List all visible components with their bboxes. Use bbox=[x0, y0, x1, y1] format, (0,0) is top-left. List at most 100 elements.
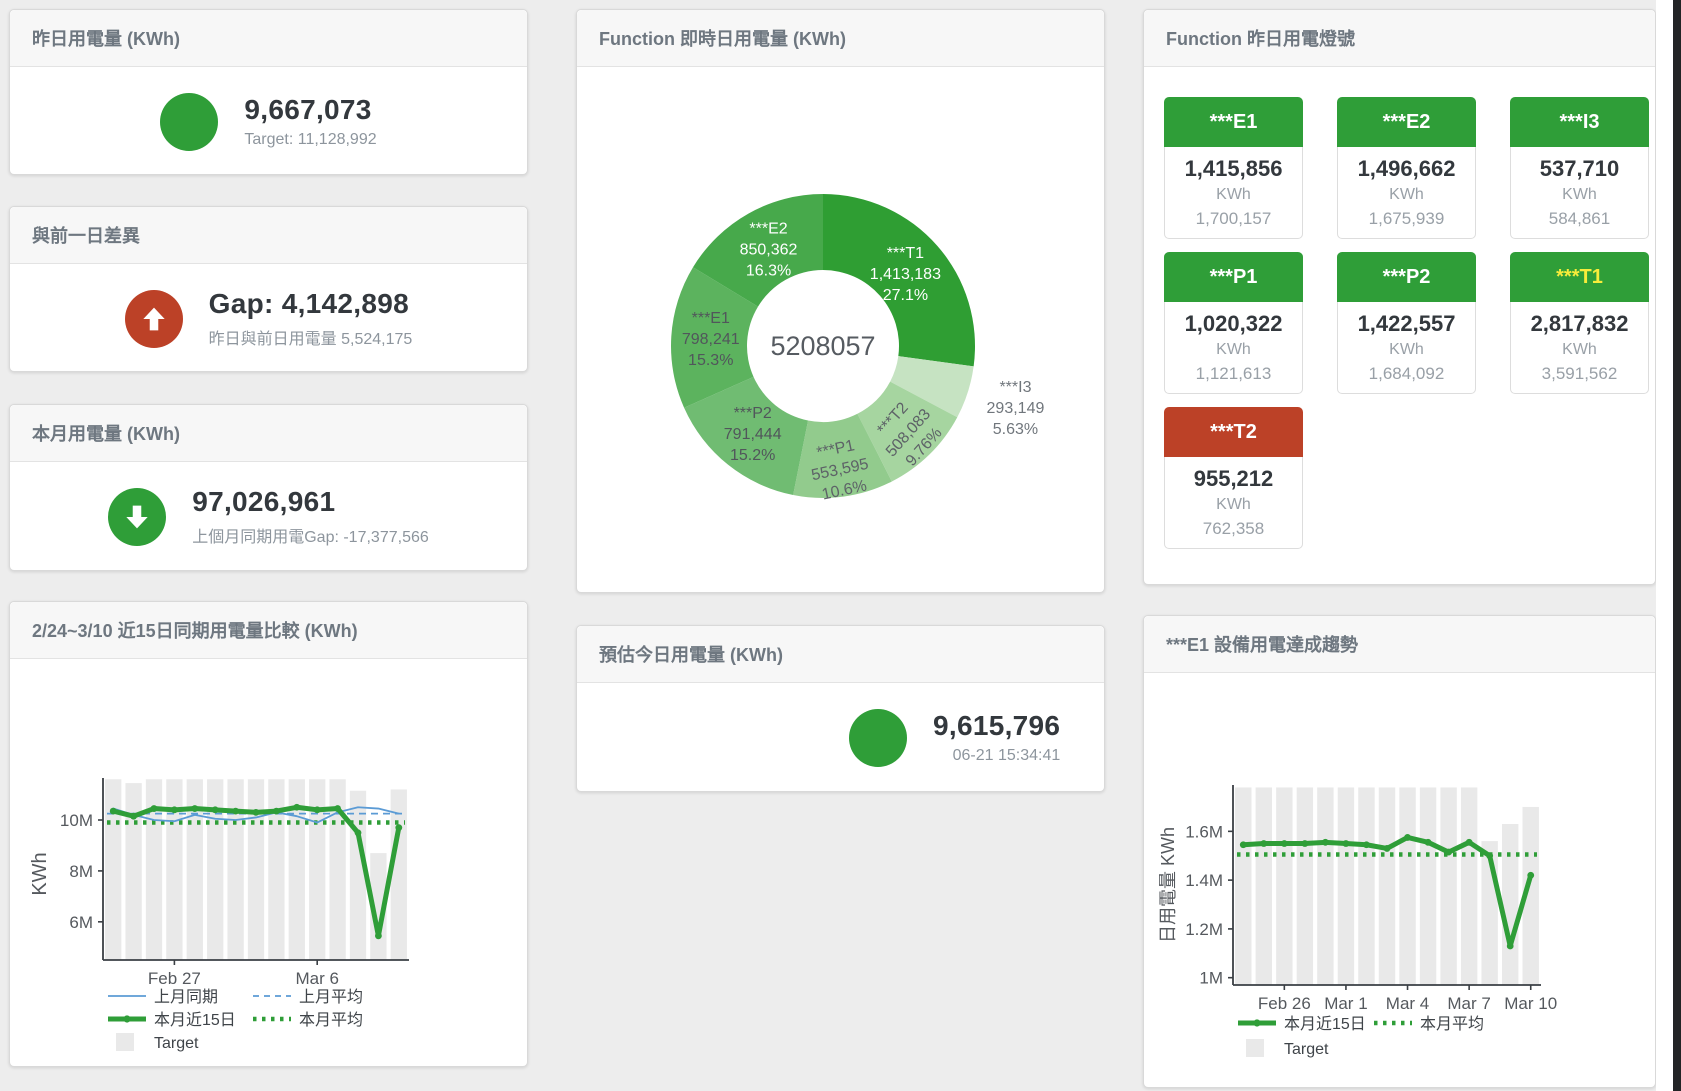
device-tile-body: 1,415,856 KWh 1,700,157 bbox=[1164, 147, 1303, 239]
svg-text:791,444: 791,444 bbox=[724, 426, 782, 443]
card-gap-prev-day: 與前一日差異 Gap: 4,142,898 昨日與前日用電量 5,524,175 bbox=[9, 206, 528, 372]
svg-text:10M: 10M bbox=[60, 811, 93, 830]
card-header: Function 昨日用電燈號 bbox=[1144, 10, 1655, 67]
device-tile-unit: KWh bbox=[1562, 186, 1597, 203]
card-title: 與前一日差異 bbox=[32, 226, 140, 246]
svg-text:16.3%: 16.3% bbox=[746, 262, 791, 279]
svg-text:1.4M: 1.4M bbox=[1185, 871, 1223, 890]
device-tile: ***P1 1,020,322 KWh 1,121,613 bbox=[1164, 252, 1303, 394]
card-yesterday-usage: 昨日用電量 (KWh) 9,667,073 Target: 11,128,992 bbox=[9, 9, 528, 175]
svg-text:293,149: 293,149 bbox=[987, 400, 1045, 417]
svg-text:1.2M: 1.2M bbox=[1185, 920, 1223, 939]
svg-text:KWh: KWh bbox=[29, 852, 51, 895]
svg-text:日用電量 KWh: 日用電量 KWh bbox=[1158, 827, 1178, 943]
stat-value: Gap: 4,142,898 bbox=[208, 288, 409, 319]
device-tile-label: ***T1 bbox=[1510, 252, 1649, 302]
device-tile-grid: ***E1 1,415,856 KWh 1,700,157 ***E2 1,496,662… bbox=[1144, 67, 1655, 549]
arrow-down-icon bbox=[108, 487, 167, 546]
card-device-lights: Function 昨日用電燈號 ***E1 1,415,856 KWh 1,700,1… bbox=[1143, 9, 1656, 585]
stat-sub: 昨日與前日用電量 5,524,175 bbox=[208, 331, 413, 348]
card-title: 2/24~3/10 近15日同期用電量比較 (KWh) bbox=[32, 621, 358, 641]
svg-text:1,413,183: 1,413,183 bbox=[870, 266, 941, 283]
stat-text: 9,667,073 Target: 11,128,992 bbox=[244, 94, 376, 149]
stat-text: Gap: 4,142,898 昨日與前日用電量 5,524,175 bbox=[209, 288, 413, 349]
svg-text:Target: Target bbox=[154, 1035, 199, 1052]
donut-chart: ***T11,413,18327.1%***I3293,1495.63%***T… bbox=[671, 194, 1045, 504]
svg-text:5.63%: 5.63% bbox=[993, 421, 1038, 438]
device-tile-value: 537,710 bbox=[1539, 156, 1620, 181]
device-tile-value: 1,496,662 bbox=[1357, 156, 1456, 181]
device-tile-label: ***E2 bbox=[1337, 97, 1476, 147]
device-tile-label: ***P1 bbox=[1164, 252, 1303, 302]
device-tile-target: 584,861 bbox=[1548, 209, 1611, 228]
trend-chart: 1M 1.2M 1.4M 1.6M Feb 26 Mar 1 Mar 4 Mar 7 Mar 1… bbox=[1158, 785, 1557, 1058]
card-title: 昨日用電量 (KWh) bbox=[32, 29, 180, 49]
card-header: 昨日用電量 (KWh) bbox=[10, 10, 527, 67]
device-tile-unit: KWh bbox=[1389, 186, 1424, 203]
svg-text:Feb 27: Feb 27 bbox=[148, 969, 201, 988]
svg-text:15.2%: 15.2% bbox=[730, 447, 775, 464]
device-tile-target: 1,684,092 bbox=[1368, 364, 1445, 383]
svg-text:1M: 1M bbox=[1199, 969, 1223, 988]
device-tile-value: 2,817,832 bbox=[1530, 311, 1629, 336]
svg-text:27.1%: 27.1% bbox=[883, 287, 928, 304]
device-tile-unit: KWh bbox=[1216, 496, 1251, 513]
svg-text:Mar 1: Mar 1 bbox=[1324, 994, 1367, 1013]
device-tile: ***T2 955,212 KWh 762,358 bbox=[1164, 407, 1303, 549]
svg-text:Mar 7: Mar 7 bbox=[1447, 994, 1490, 1013]
stat-text: 97,026,961 上個月同期用電Gap: -17,377,566 bbox=[192, 486, 429, 547]
device-tile-unit: KWh bbox=[1562, 341, 1597, 358]
card-15day-comparison: 2/24~3/10 近15日同期用電量比較 (KWh) 6M 8M 10M Feb 2… bbox=[9, 601, 528, 1067]
svg-text:5208057: 5208057 bbox=[770, 331, 875, 361]
card-title: 本月用電量 (KWh) bbox=[32, 424, 180, 444]
card-title: 預估今日用電量 (KWh) bbox=[599, 645, 783, 665]
status-circle-icon bbox=[160, 92, 219, 151]
svg-text:***E2: ***E2 bbox=[749, 220, 787, 237]
stat-text: 9,615,796 06-21 15:34:41 bbox=[933, 710, 1060, 765]
card-forecast-today: 預估今日用電量 (KWh) 9,615,796 06-21 15:34:41 bbox=[576, 625, 1105, 792]
svg-text:本月近15日: 本月近15日 bbox=[154, 1011, 236, 1029]
svg-text:Mar 4: Mar 4 bbox=[1386, 994, 1429, 1013]
device-tile-label: ***E1 bbox=[1164, 97, 1303, 147]
device-tile-unit: KWh bbox=[1216, 341, 1251, 358]
svg-text:Target: Target bbox=[1284, 1041, 1329, 1058]
device-tile-body: 955,212 KWh 762,358 bbox=[1164, 457, 1303, 549]
svg-text:Feb 26: Feb 26 bbox=[1258, 994, 1311, 1013]
status-circle-icon bbox=[849, 708, 907, 767]
device-tile-target: 762,358 bbox=[1202, 519, 1265, 538]
device-tile-value: 1,020,322 bbox=[1184, 311, 1283, 336]
arrow-up-icon bbox=[124, 289, 183, 348]
device-tile-value: 955,212 bbox=[1193, 466, 1274, 491]
device-tile-body: 1,422,557 KWh 1,684,092 bbox=[1337, 302, 1476, 394]
card-header: 預估今日用電量 (KWh) bbox=[577, 626, 1104, 683]
svg-text:15.3%: 15.3% bbox=[688, 352, 733, 369]
device-tile: ***T1 2,817,832 KWh 3,591,562 bbox=[1510, 252, 1649, 394]
device-tile-target: 1,675,939 bbox=[1368, 209, 1445, 228]
device-tile-target: 3,591,562 bbox=[1541, 364, 1618, 383]
svg-text:上月平均: 上月平均 bbox=[299, 988, 363, 1006]
device-tile-label: ***I3 bbox=[1510, 97, 1649, 147]
card-title: Function 昨日用電燈號 bbox=[1166, 29, 1355, 49]
svg-text:***P2: ***P2 bbox=[734, 405, 772, 422]
stat-value: 9,667,073 bbox=[244, 94, 372, 125]
device-tile-body: 1,020,322 KWh 1,121,613 bbox=[1164, 302, 1303, 394]
stat-sub: 06-21 15:34:41 bbox=[952, 747, 1061, 764]
device-tile-label: ***T2 bbox=[1164, 407, 1303, 457]
device-tile-body: 2,817,832 KWh 3,591,562 bbox=[1510, 302, 1649, 394]
svg-text:6M: 6M bbox=[69, 913, 93, 932]
device-tile: ***E1 1,415,856 KWh 1,700,157 bbox=[1164, 97, 1303, 239]
stat-value: 97,026,961 bbox=[192, 486, 336, 517]
stat-sub: Target: 11,128,992 bbox=[244, 131, 377, 148]
svg-text:上月同期: 上月同期 bbox=[154, 988, 218, 1006]
stat-sub: 上個月同期用電Gap: -17,377,566 bbox=[192, 529, 429, 546]
device-tile-target: 1,700,157 bbox=[1195, 209, 1272, 228]
svg-text:***I3: ***I3 bbox=[999, 379, 1031, 396]
device-tile-value: 1,415,856 bbox=[1184, 156, 1283, 181]
device-tile: ***I3 537,710 KWh 584,861 bbox=[1510, 97, 1649, 239]
svg-text:本月平均: 本月平均 bbox=[1420, 1015, 1484, 1033]
svg-text:1.6M: 1.6M bbox=[1185, 822, 1223, 841]
svg-text:本月平均: 本月平均 bbox=[299, 1011, 363, 1029]
svg-text:***E1: ***E1 bbox=[692, 310, 730, 327]
